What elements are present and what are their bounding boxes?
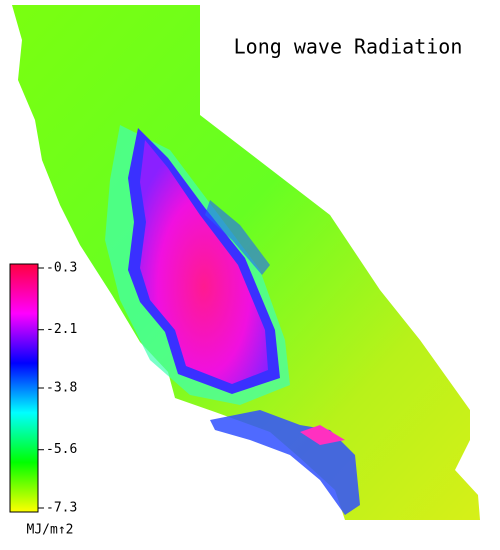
colorbar-tick-label: -3.8 — [46, 381, 77, 396]
california-map — [12, 5, 480, 520]
colorbar-unit: MJ/m↑2 — [27, 523, 74, 538]
sierra-patches — [205, 200, 270, 275]
colorbar: -0.3 -2.1 -3.8 -5.6 -7.3 — [9, 261, 77, 516]
colorbar-tick-label: -0.3 — [46, 261, 77, 276]
colorbar-tick-label: -7.3 — [46, 501, 77, 516]
colorbar-tick-label: -2.1 — [46, 322, 77, 337]
map-title: Long wave Radiation — [234, 35, 463, 59]
colorbar-gradient — [9, 263, 39, 513]
southern-peak — [300, 425, 345, 445]
central-valley — [140, 140, 268, 384]
colorbar-tick-label: -5.6 — [46, 442, 77, 457]
